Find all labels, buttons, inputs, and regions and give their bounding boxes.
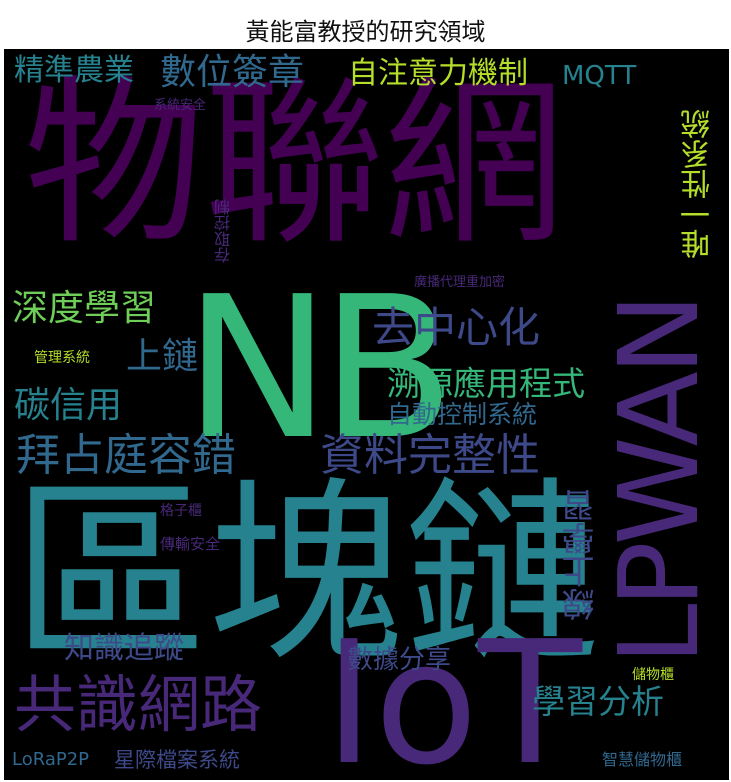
word-nb: NB [184, 255, 455, 483]
word-mqtt: MQTT [562, 61, 637, 91]
word-weiyixing: 唯一性系統 [681, 109, 716, 259]
word-zhihuichuwugui: 智慧儲物櫃 [602, 750, 683, 769]
word-shanglian: 上鏈 [126, 336, 199, 377]
word-cunqukongzhi: 存取控制 [214, 199, 233, 263]
word-zizhuyili: 自注意力機制 [348, 56, 528, 91]
word-cloud: 物聯網 區塊鏈 NB IoT LPWAN 共識網路 拜占庭容錯 資料完整性 去中… [4, 49, 729, 780]
word-zhishizhuizong: 知識追蹤 [64, 631, 184, 666]
word-quzhongxinhua: 去中心化 [372, 303, 541, 352]
word-guanlixitong: 管理系統 [34, 350, 90, 366]
word-chuanshuanquan: 傳輸安全 [160, 535, 221, 553]
word-guanboadaili: 廣播代理重加密 [414, 275, 506, 290]
word-jingzhunnongye: 精準農業 [14, 53, 134, 88]
word-lorap2p: LoRaP2P [12, 749, 90, 770]
word-baizhanting: 拜占庭容錯 [16, 430, 236, 481]
word-shenduxuexi: 深度學習 [12, 288, 157, 329]
word-lpwan: LPWAN [595, 297, 723, 665]
word-ziliaowanzheng: 資料完整性 [320, 430, 540, 481]
word-xitonganquan: 系統安全 [154, 98, 207, 113]
word-chuwugui: 儲物櫃 [632, 667, 674, 683]
word-gezigui: 格子櫃 [160, 503, 202, 519]
word-shujufenxiang: 數據分享 [347, 645, 452, 675]
word-shuweiqianzhang: 數位簽章 [160, 52, 305, 93]
word-xuexifenxi: 學習分析 [532, 682, 664, 721]
word-xingjidangan: 星際檔案系統 [114, 748, 240, 772]
word-wulianwang: 物聯網 [24, 60, 565, 269]
word-tanxinyong: 碳信用 [14, 385, 123, 426]
word-suyuanyingyong: 溯源應用程式 [387, 364, 585, 403]
word-zidongkongzhi: 自動控制系統 [387, 400, 538, 429]
word-iot: IoT [324, 605, 582, 780]
word-quyulian: 區塊鏈 [12, 461, 601, 689]
word-xianshangxuexi: 線上學習 [561, 489, 600, 621]
word-gongshiwanglu: 共識網路 [14, 668, 263, 741]
chart-title: 黃能富教授的研究領域 [245, 18, 486, 46]
